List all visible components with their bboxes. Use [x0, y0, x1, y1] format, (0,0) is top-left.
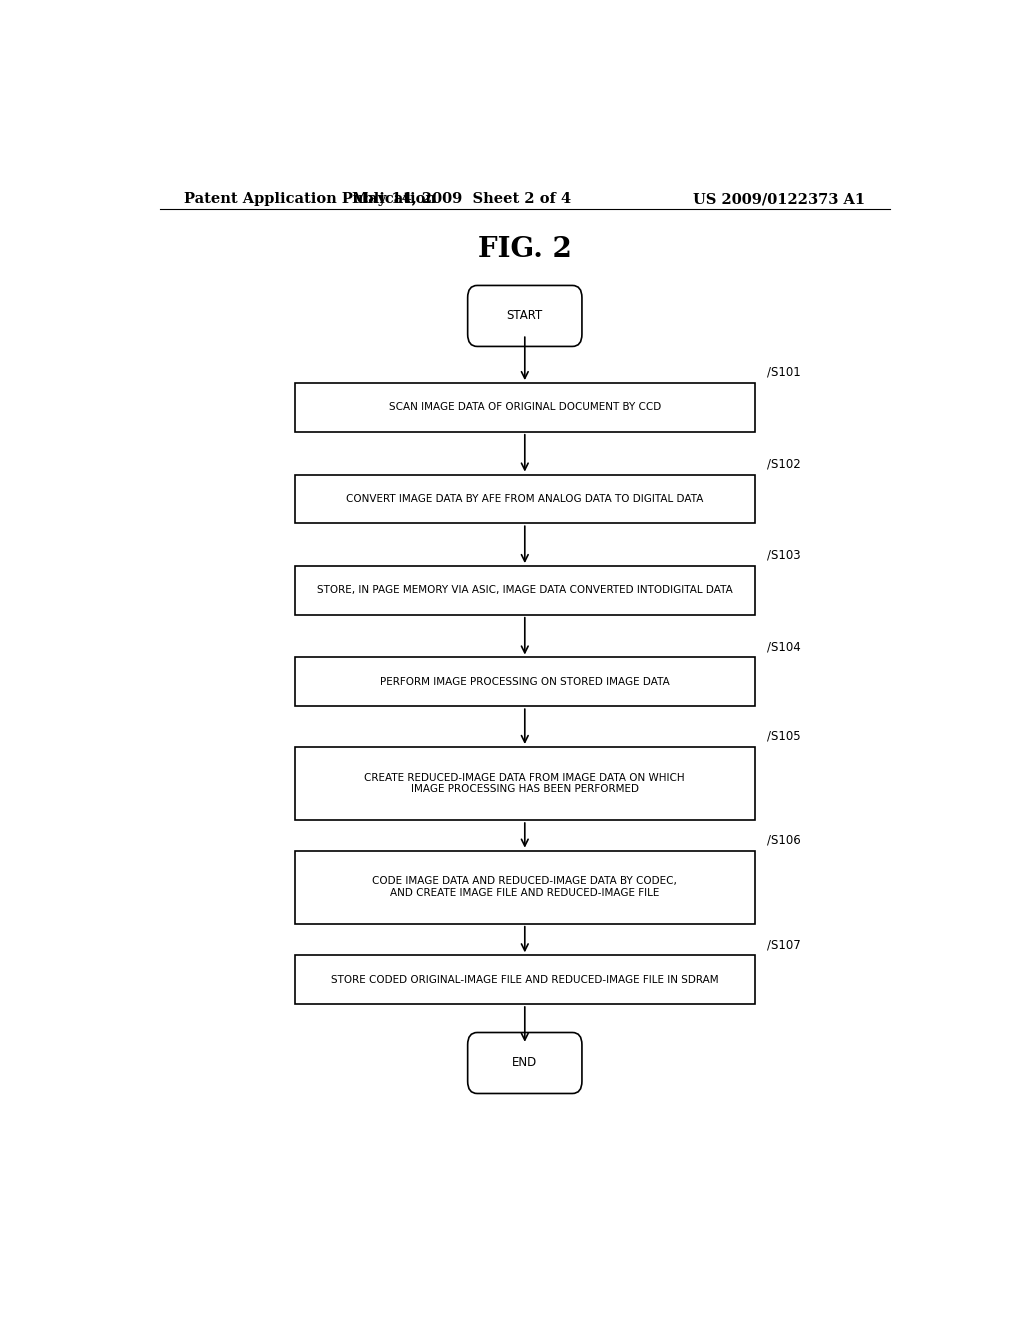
Text: /S102: /S102: [767, 458, 801, 470]
Bar: [295, 850, 755, 924]
Bar: [295, 657, 755, 706]
Text: CODE IMAGE DATA AND REDUCED-IMAGE DATA BY CODEC,
AND CREATE IMAGE FILE AND REDUC: CODE IMAGE DATA AND REDUCED-IMAGE DATA B…: [373, 876, 677, 898]
Text: PERFORM IMAGE PROCESSING ON STORED IMAGE DATA: PERFORM IMAGE PROCESSING ON STORED IMAGE…: [380, 677, 670, 686]
FancyBboxPatch shape: [468, 285, 582, 346]
Text: STORE, IN PAGE MEMORY VIA ASIC, IMAGE DATA CONVERTED INTODIGITAL DATA: STORE, IN PAGE MEMORY VIA ASIC, IMAGE DA…: [316, 585, 733, 595]
Bar: [295, 383, 755, 432]
Text: /S101: /S101: [767, 366, 801, 379]
Text: /S107: /S107: [767, 939, 801, 952]
Text: /S103: /S103: [767, 549, 801, 562]
Bar: [295, 566, 755, 615]
Text: SCAN IMAGE DATA OF ORIGINAL DOCUMENT BY CCD: SCAN IMAGE DATA OF ORIGINAL DOCUMENT BY …: [389, 403, 660, 412]
Text: FIG. 2: FIG. 2: [478, 236, 571, 264]
Text: END: END: [512, 1056, 538, 1069]
Text: START: START: [507, 309, 543, 322]
Text: /S104: /S104: [767, 640, 801, 653]
FancyBboxPatch shape: [468, 1032, 582, 1093]
Text: /S106: /S106: [767, 833, 801, 846]
Bar: [295, 956, 755, 1005]
Text: STORE CODED ORIGINAL-IMAGE FILE AND REDUCED-IMAGE FILE IN SDRAM: STORE CODED ORIGINAL-IMAGE FILE AND REDU…: [331, 974, 719, 985]
Bar: [295, 474, 755, 523]
Text: CONVERT IMAGE DATA BY AFE FROM ANALOG DATA TO DIGITAL DATA: CONVERT IMAGE DATA BY AFE FROM ANALOG DA…: [346, 494, 703, 504]
Bar: [295, 747, 755, 820]
Text: CREATE REDUCED-IMAGE DATA FROM IMAGE DATA ON WHICH
IMAGE PROCESSING HAS BEEN PER: CREATE REDUCED-IMAGE DATA FROM IMAGE DAT…: [365, 772, 685, 795]
Text: /S105: /S105: [767, 730, 801, 743]
Text: Patent Application Publication: Patent Application Publication: [183, 191, 435, 206]
Text: May 14, 2009  Sheet 2 of 4: May 14, 2009 Sheet 2 of 4: [352, 191, 570, 206]
Text: US 2009/0122373 A1: US 2009/0122373 A1: [692, 191, 865, 206]
